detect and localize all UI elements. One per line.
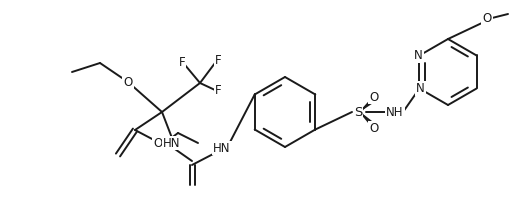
Text: HN: HN	[213, 141, 231, 155]
Text: O: O	[482, 12, 492, 24]
Text: F: F	[179, 56, 185, 69]
Text: HN: HN	[163, 137, 181, 149]
Text: N: N	[414, 49, 423, 62]
Text: F: F	[214, 54, 221, 67]
Text: O: O	[123, 75, 133, 89]
Text: S: S	[354, 105, 362, 119]
Text: O: O	[153, 137, 163, 149]
Text: N: N	[416, 82, 425, 95]
Text: O: O	[369, 91, 379, 103]
Text: NH: NH	[386, 105, 404, 119]
Text: F: F	[214, 83, 221, 97]
Text: O: O	[369, 121, 379, 135]
